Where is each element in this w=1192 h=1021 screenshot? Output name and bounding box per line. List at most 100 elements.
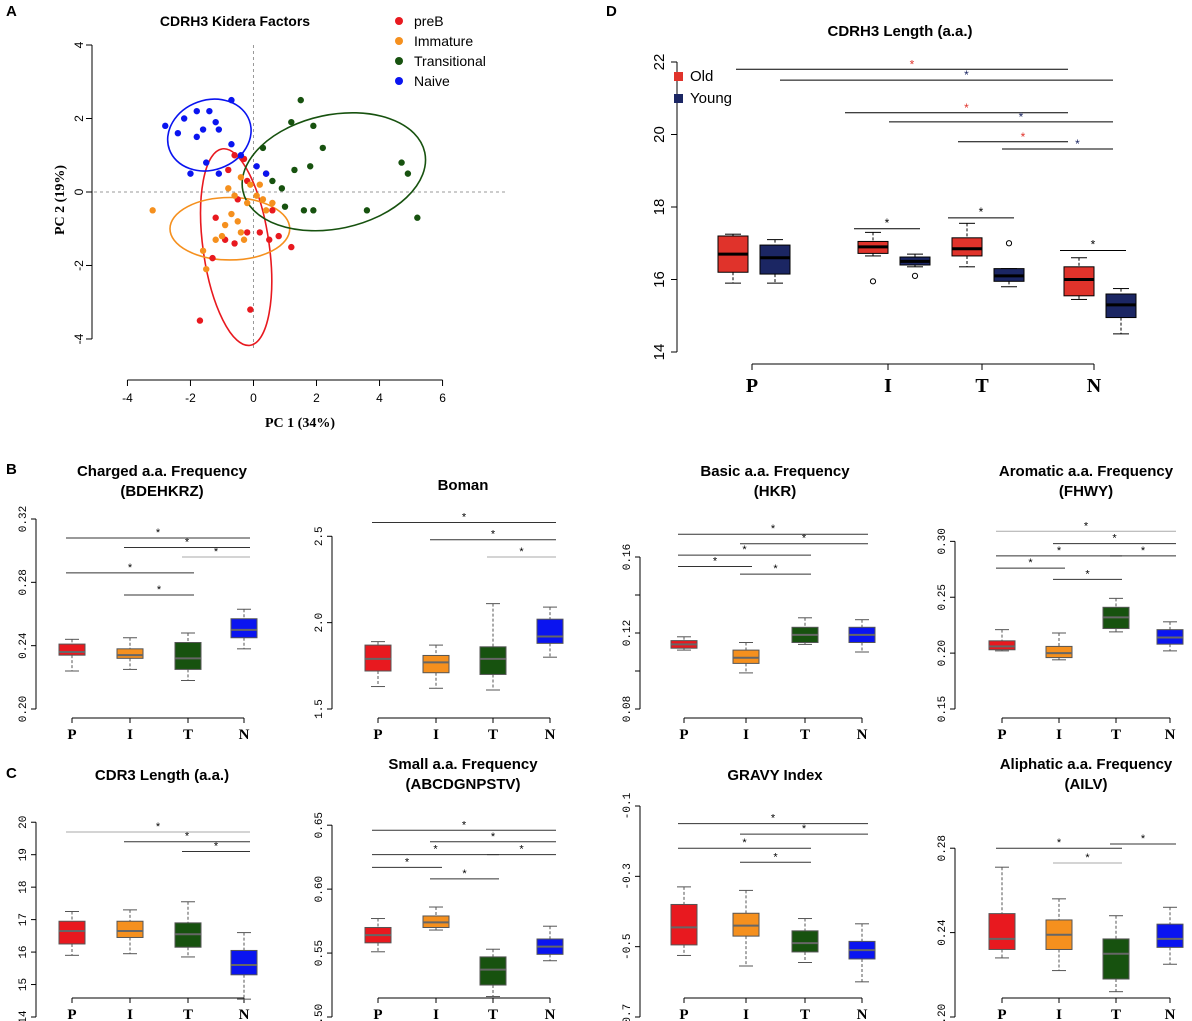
point-preb [231, 152, 238, 159]
significance-star: * [771, 523, 776, 535]
point-naive [206, 107, 213, 115]
box-preb [58, 643, 86, 656]
chart-title: Aliphatic a.a. Frequency [1000, 756, 1173, 773]
panel-letter-b: B [6, 461, 17, 478]
box-preb [670, 903, 698, 946]
point-transitional [281, 203, 289, 210]
y-tick-label: 17 [18, 913, 30, 926]
significance-star: * [491, 831, 496, 843]
point-naive [174, 129, 182, 137]
point-preb [247, 306, 254, 313]
x-tick-label: T [183, 727, 193, 743]
box-naive [230, 618, 258, 639]
x-tick-label: T [1111, 1007, 1121, 1021]
x-tick-label: P [67, 1007, 76, 1021]
y-tick-label: 15 [18, 978, 30, 991]
significance-star: * [1141, 833, 1146, 845]
point-immature [259, 196, 267, 203]
y-tick-label: 18 [18, 881, 30, 894]
y-tick-label: 16 [18, 945, 30, 958]
chart-title: Aromatic a.a. Frequency [999, 463, 1174, 480]
y-tick-label: 18 [651, 199, 668, 216]
x-tick-label: -4 [122, 391, 133, 405]
y-tick-label: 19 [18, 848, 30, 861]
y-tick-label: 2.5 [314, 526, 326, 546]
significance-star: * [462, 868, 467, 880]
point-immature [225, 185, 232, 192]
point-transitional [398, 159, 405, 166]
x-tick-label: N [239, 1007, 250, 1021]
y-tick-label: 1.5 [314, 699, 326, 719]
point-transitional [269, 177, 276, 185]
chart-title: CDRH3 Kidera Factors [160, 13, 310, 29]
x-axis-title: PC 1 (34%) [265, 416, 335, 431]
panel-b-boman: Boman 1.5 2.0 2.5 P I T N * * * [314, 477, 564, 743]
y-tick-label: 0.08 [622, 696, 634, 722]
box-transitional [791, 930, 819, 953]
significance-star: * [910, 57, 915, 71]
significance-star: * [742, 837, 747, 849]
point-preb [196, 317, 204, 324]
x-tick-label: P [373, 1007, 382, 1021]
point-naive [215, 170, 223, 177]
significance-star: * [433, 844, 438, 856]
point-naive [253, 163, 260, 170]
y-tick-label: 0.15 [937, 696, 949, 722]
point-immature [231, 192, 238, 199]
y-tick-label: 14 [18, 1010, 30, 1021]
panel-b-charged-frequency: Charged a.a. Frequency (BDEHKRZ) 0.20 0.24 0… [18, 463, 258, 743]
point-immature [221, 221, 229, 229]
point-immature [212, 236, 219, 243]
y-tick-label: 2 [72, 115, 86, 122]
x-tick-label: I [127, 727, 133, 743]
chart-title: GRAVY Index [727, 767, 823, 784]
box-transitional [479, 646, 507, 675]
point-preb [212, 214, 219, 221]
box-immature [1045, 645, 1073, 659]
point-preb [269, 207, 276, 214]
box-outlier [1005, 240, 1013, 247]
x-tick-label: N [857, 727, 868, 743]
x-tick-label: N [545, 727, 556, 743]
significance-star: * [214, 546, 219, 558]
x-tick-label: P [67, 727, 76, 743]
y-tick-label: 0.30 [937, 528, 949, 554]
point-transitional [404, 170, 412, 177]
legend-label-preb: preB [414, 13, 444, 29]
x-tick-label: I [127, 1007, 133, 1021]
significance-star: * [157, 584, 162, 596]
x-tick-label: P [679, 1007, 688, 1021]
point-immature [256, 181, 263, 188]
box-preb [988, 640, 1016, 651]
y-tick-label: 20 [18, 816, 30, 829]
point-transitional [291, 166, 298, 174]
panel-letter-d: D [606, 3, 617, 20]
point-transitional [307, 163, 314, 170]
significance-star: * [1019, 110, 1024, 124]
point-naive [237, 152, 245, 159]
point-immature [269, 199, 276, 207]
chart-title: (BDEHKRZ) [120, 483, 203, 500]
point-immature [237, 229, 245, 236]
legend-label-young: Young [690, 90, 732, 107]
point-naive [212, 118, 219, 126]
x-tick-label: -2 [185, 391, 196, 405]
significance-star: * [1021, 130, 1026, 144]
significance-star: * [1084, 520, 1089, 532]
point-naive [193, 133, 200, 141]
significance-star: * [156, 821, 161, 833]
x-tick-label: T [800, 1007, 810, 1021]
ellipse-transitional [241, 112, 427, 232]
chart-title: (AILV) [1064, 776, 1107, 793]
x-tick-label: 6 [439, 391, 446, 405]
point-naive [180, 115, 188, 122]
point-immature [218, 232, 226, 240]
significance-star: * [773, 851, 778, 863]
y-tick-label: 16 [651, 271, 668, 288]
y-tick-label: 20 [651, 126, 668, 143]
significance-star: * [979, 205, 984, 219]
panel-a-pca-scatter: CDRH3 Kidera Factors -4 -2 0 2 4 -4 -2 0 2 4 6 PC 1 … [53, 13, 505, 431]
significance-star: * [1085, 852, 1090, 864]
y-axis-title: PC 2 (19%) [53, 165, 68, 235]
box-naive [1156, 923, 1184, 948]
